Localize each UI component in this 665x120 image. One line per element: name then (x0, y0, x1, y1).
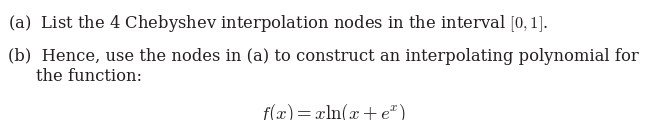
Text: the function:: the function: (36, 68, 142, 85)
Text: $f(x) = x\ln(x + e^{x})$: $f(x) = x\ln(x + e^{x})$ (259, 102, 406, 120)
Text: (b)  Hence, use the nodes in (a) to construct an interpolating polynomial for: (b) Hence, use the nodes in (a) to const… (8, 48, 639, 65)
Text: (a)  List the 4 Chebyshev interpolation nodes in the interval $[0, 1]$.: (a) List the 4 Chebyshev interpolation n… (8, 13, 548, 34)
